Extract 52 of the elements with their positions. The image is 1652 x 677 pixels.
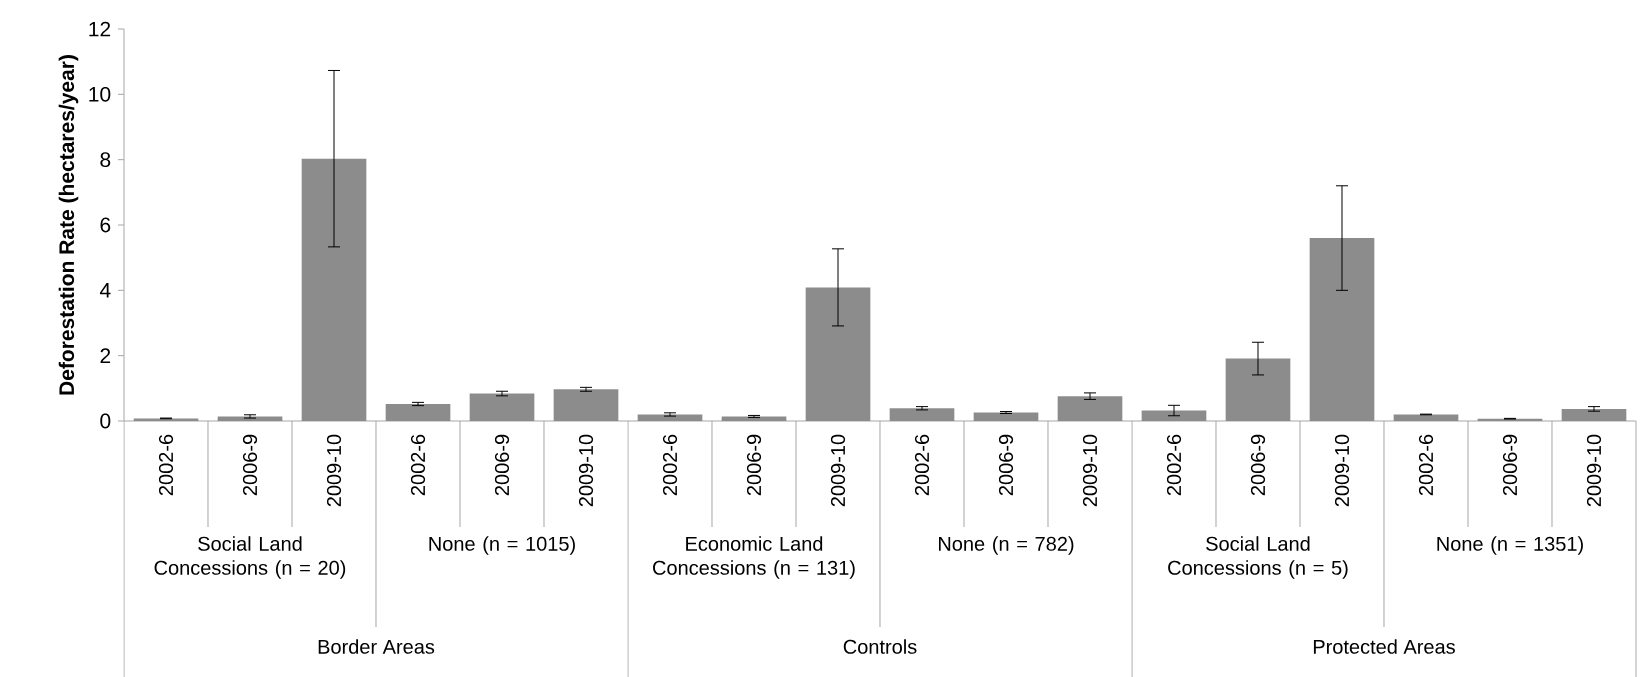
x-tick-label: 2009-10 bbox=[1334, 434, 1350, 507]
text: None (n = 1015) bbox=[429, 536, 575, 555]
y-tick-label: 2 bbox=[100, 348, 111, 363]
bar bbox=[133, 418, 199, 421]
y-tick-label: 12 bbox=[89, 21, 111, 37]
x-tick-label: 2002-6 bbox=[662, 434, 678, 496]
x-tick-label: 2009-10 bbox=[578, 434, 594, 507]
text: Protected Areas bbox=[1313, 639, 1455, 654]
text: None (n = 782) bbox=[939, 536, 1074, 555]
x-tick-label: 2009-10 bbox=[1586, 434, 1602, 507]
text: None (n = 1351) bbox=[1437, 536, 1583, 555]
bar bbox=[217, 416, 283, 421]
bar bbox=[637, 414, 703, 421]
bar bbox=[1393, 414, 1459, 421]
bar bbox=[1141, 410, 1207, 421]
x-tick-label: 2006-9 bbox=[746, 434, 762, 496]
y-tick-label: 0 bbox=[100, 413, 111, 429]
bar bbox=[553, 389, 619, 421]
text: Border Areas bbox=[318, 639, 435, 654]
x-tick-label: 2006-9 bbox=[1502, 434, 1518, 496]
text: Social Land Concessions (n = 5) bbox=[1168, 536, 1348, 579]
x-tick-label: 2002-6 bbox=[1166, 434, 1182, 496]
y-tick-label: 6 bbox=[100, 217, 111, 233]
text: Controls bbox=[843, 639, 917, 654]
bar bbox=[1057, 396, 1123, 421]
bar bbox=[721, 416, 787, 421]
bar bbox=[1561, 408, 1627, 421]
text: Social Land Concessions (n = 20) bbox=[154, 536, 346, 579]
x-tick-label: 2002-6 bbox=[914, 434, 930, 496]
x-tick-label: 2009-10 bbox=[1082, 434, 1098, 507]
y-tick-label: 8 bbox=[100, 152, 111, 168]
x-tick-label: 2006-9 bbox=[242, 434, 258, 496]
x-tick-label: 2006-9 bbox=[1250, 434, 1266, 496]
text: Economic Land Concessions (n = 131) bbox=[653, 536, 855, 579]
x-tick-label: 2002-6 bbox=[410, 434, 426, 496]
x-tick-label: 2009-10 bbox=[326, 434, 342, 507]
bar bbox=[385, 404, 451, 421]
bar bbox=[805, 287, 871, 421]
y-tick-label: 10 bbox=[89, 86, 111, 102]
x-tick-label: 2006-9 bbox=[998, 434, 1014, 496]
bar bbox=[1225, 358, 1291, 421]
bar bbox=[1309, 238, 1375, 421]
bar bbox=[469, 393, 535, 421]
x-tick-label: 2002-6 bbox=[1418, 434, 1434, 496]
x-tick-label: 2006-9 bbox=[494, 434, 510, 496]
bar bbox=[889, 408, 955, 421]
y-tick-label: 4 bbox=[99, 283, 111, 298]
x-tick-label: 2002-6 bbox=[158, 434, 174, 496]
bar bbox=[973, 412, 1039, 421]
bar bbox=[301, 158, 367, 421]
x-tick-label: 2009-10 bbox=[830, 434, 846, 507]
y-axis-title: Deforestation Rate (hectares/year) bbox=[58, 55, 79, 395]
